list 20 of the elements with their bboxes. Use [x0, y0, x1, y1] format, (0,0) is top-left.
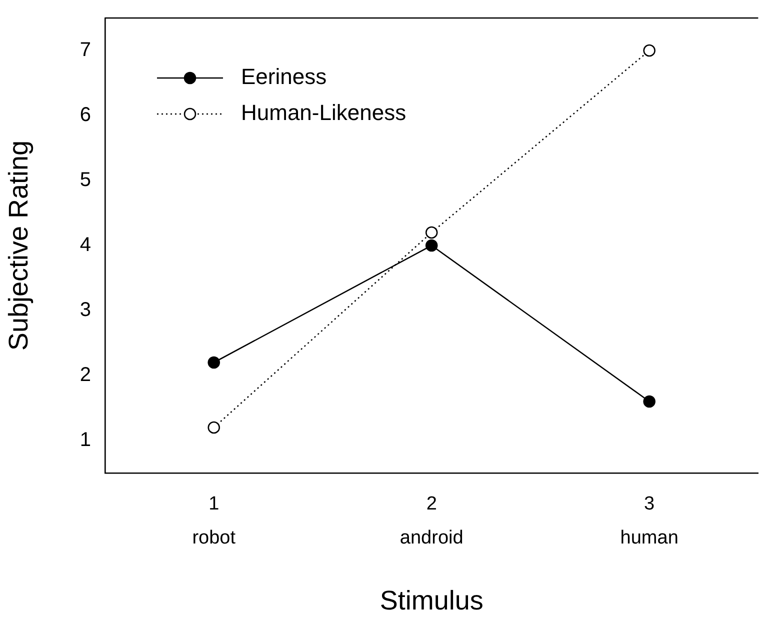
legend-label: Human-Likeness — [241, 100, 406, 126]
y-tick-label: 1 — [80, 429, 91, 452]
y-axis-title: Subjective Rating — [4, 140, 34, 351]
x-axis-title: Stimulus — [380, 585, 484, 616]
x-tick-label: 3 human — [620, 493, 678, 549]
y-tick-label: 7 — [80, 39, 91, 62]
x-tick-label: 2 android — [400, 493, 464, 549]
point — [643, 44, 656, 57]
y-tick-label: 5 — [80, 169, 91, 192]
x-tick-label: 1 robot — [192, 493, 236, 549]
legend-label: Eeriness — [241, 64, 327, 90]
y-tick-label: 2 — [80, 364, 91, 386]
y-tick-label: 6 — [80, 104, 91, 126]
y-tick-label: 3 — [80, 299, 91, 322]
point — [425, 226, 438, 239]
point — [208, 356, 220, 369]
point — [425, 239, 438, 252]
point — [643, 395, 656, 408]
y-tick-label: 4 — [80, 234, 91, 256]
point — [208, 421, 220, 434]
